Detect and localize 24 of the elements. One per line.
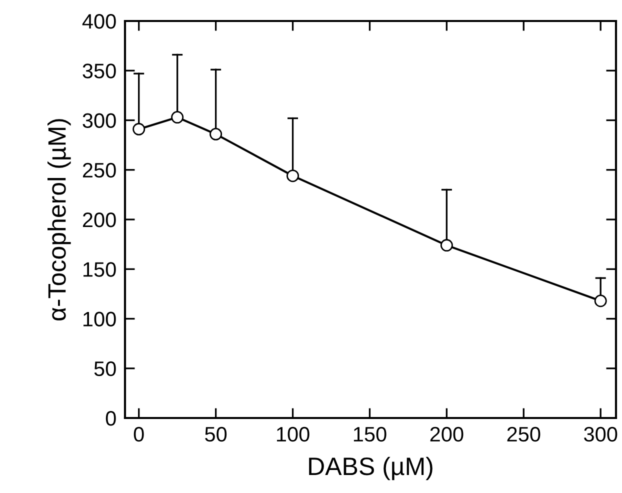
- x-tick-label: 100: [276, 426, 310, 442]
- x-axis-title: DABS (µM): [309, 456, 432, 480]
- x-tick-label: 200: [430, 426, 464, 442]
- y-axis-title: α-Tocopherol (µM): [47, 119, 71, 320]
- y-tick-label: 350: [82, 64, 116, 78]
- x-tick-label: 50: [205, 426, 227, 442]
- y-tick-label: 400: [82, 14, 116, 29]
- point: [171, 111, 184, 124]
- point: [210, 128, 222, 140]
- point: [132, 122, 146, 136]
- x-tick-label: 300: [584, 426, 618, 442]
- y-tick-label: 50: [94, 361, 116, 376]
- y-tick-label: 250: [82, 162, 116, 178]
- point: [286, 170, 300, 182]
- y-tick-label: 0: [106, 411, 116, 426]
- x-tick-label: 250: [507, 426, 540, 442]
- point: [440, 239, 453, 252]
- y-tick-label: 100: [84, 312, 116, 327]
- y-tick-label: 300: [82, 113, 116, 128]
- y-tick-label: 150: [84, 262, 116, 277]
- x-tick-label: 0: [134, 426, 144, 442]
- point: [594, 294, 607, 308]
- y-tick-label: 200: [82, 212, 116, 228]
- x-tick-label: 150: [354, 426, 386, 442]
